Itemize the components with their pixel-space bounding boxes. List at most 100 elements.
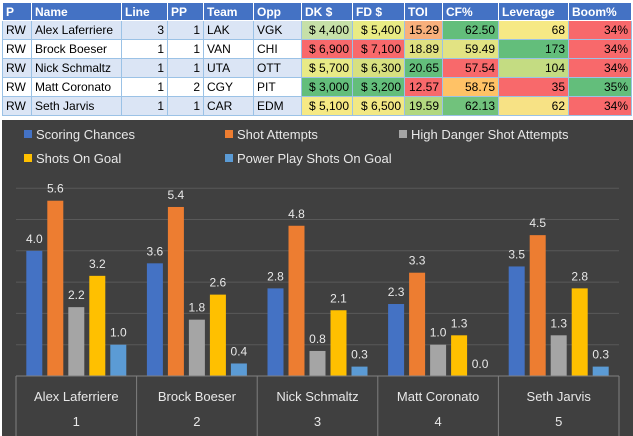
data-label: 3.2	[89, 257, 106, 271]
legend-label: Shots On Goal	[36, 151, 121, 166]
table-cell: 20.65	[404, 58, 443, 78]
legend-swatch	[24, 154, 32, 162]
column-header: FD $	[352, 2, 405, 21]
table-cell: 34%	[568, 58, 632, 78]
bar-shots-on-goal	[209, 294, 226, 376]
table-cell: 18.89	[404, 39, 443, 59]
x-tick-label: Matt Coronato	[397, 389, 479, 404]
table-cell: 68	[498, 20, 569, 40]
table-cell: 19.59	[404, 96, 443, 116]
column-header: P	[2, 2, 32, 21]
data-label: 4.0	[26, 232, 43, 246]
bar-scoring-chances	[26, 250, 43, 376]
column-header: Name	[31, 2, 122, 21]
bar-chart-svg: Scoring Chances Shot Attempts High Danger …	[15, 127, 620, 436]
table-cell: LAK	[203, 20, 254, 40]
table-cell: UTA	[203, 58, 254, 78]
data-label: 5.6	[47, 182, 64, 196]
x-tick-label: Seth Jarvis	[527, 389, 592, 404]
player-shot-chart: Scoring Chances Shot Attempts High Danger …	[2, 120, 633, 436]
table-cell: CGY	[203, 77, 254, 97]
data-label: 0.0	[472, 357, 489, 371]
data-label: 2.8	[571, 269, 588, 283]
table-cell: 57.54	[442, 58, 499, 78]
x-tick-index: 1	[73, 414, 80, 429]
table-cell: EDM	[253, 96, 302, 116]
table-cell: 35%	[568, 77, 632, 97]
legend-label: Power Play Shots On Goal	[237, 151, 392, 166]
bar-shots-on-goal	[89, 275, 106, 376]
x-tick-index: 3	[314, 414, 321, 429]
player-stats-table: P Name Line PP Team Opp DK $ FD $ TOI CF% Leverage…	[2, 2, 632, 116]
legend-label: Shot Attempts	[237, 127, 318, 142]
data-label: 4.8	[288, 207, 305, 221]
legend-swatch	[225, 154, 233, 162]
x-tick-index: 2	[193, 414, 200, 429]
table-cell: 3	[121, 20, 168, 40]
legend-label: High Danger Shot Attempts	[411, 127, 569, 142]
column-header: TOI	[404, 2, 443, 21]
data-label: 3.3	[409, 254, 426, 268]
bar-shot-attempts	[529, 235, 546, 376]
table-cell: 34%	[568, 39, 632, 59]
x-tick-index: 4	[434, 414, 441, 429]
bar-high-danger-shot-attempts	[430, 344, 447, 376]
data-label: 2.6	[210, 276, 227, 290]
table-cell: VGK	[253, 20, 302, 40]
table-cell: Seth Jarvis	[31, 96, 122, 116]
data-label: 1.0	[110, 326, 127, 340]
table-cell: 1	[121, 39, 168, 59]
bar-scoring-chances	[146, 263, 163, 376]
table-cell: 2	[167, 77, 204, 97]
table-cell: 1	[167, 39, 204, 59]
table-row: RW Brock Boeser 1 1 VAN CHI $ 6,900 $ 7,100 18.8…	[2, 39, 632, 59]
bar-power-play-shots-on-goal	[592, 366, 609, 376]
data-label: 5.4	[168, 188, 185, 202]
table-cell: 1	[167, 20, 204, 40]
table-cell: 1	[121, 58, 168, 78]
table-cell: $ 6,300	[352, 58, 405, 78]
table-cell: $ 3,200	[352, 77, 405, 97]
table-cell: VAN	[203, 39, 254, 59]
column-header: Leverage	[498, 2, 569, 21]
bar-shots-on-goal	[451, 335, 468, 376]
x-tick-label: Brock Boeser	[158, 389, 237, 404]
data-label: 1.3	[451, 316, 468, 330]
bar-scoring-chances	[267, 288, 284, 376]
data-label: 3.6	[147, 244, 164, 258]
table-cell: Alex Laferriere	[31, 20, 122, 40]
bar-high-danger-shot-attempts	[188, 319, 205, 376]
table-cell: $ 5,100	[301, 96, 353, 116]
data-label: 1.0	[430, 326, 447, 340]
x-tick-label: Nick Schmaltz	[276, 389, 358, 404]
table-cell: RW	[2, 39, 32, 59]
data-label: 2.1	[330, 291, 347, 305]
table-cell: OTT	[253, 58, 302, 78]
bar-scoring-chances	[508, 266, 525, 376]
x-tick-index: 5	[555, 414, 562, 429]
bar-shot-attempts	[409, 272, 426, 376]
table-cell: 1	[167, 96, 204, 116]
table-cell: 35	[498, 77, 569, 97]
data-label: 3.5	[508, 247, 525, 261]
table-cell: $ 7,100	[352, 39, 405, 59]
table-cell: 12.57	[404, 77, 443, 97]
table-cell: Nick Schmaltz	[31, 58, 122, 78]
table-cell: $ 4,400	[301, 20, 353, 40]
table-cell: 104	[498, 58, 569, 78]
column-header: DK $	[301, 2, 353, 21]
table-cell: 59.49	[442, 39, 499, 59]
bar-scoring-chances	[388, 304, 405, 376]
x-tick-label: Alex Laferriere	[34, 389, 119, 404]
table-cell: 1	[121, 77, 168, 97]
table-cell: RW	[2, 77, 32, 97]
table-cell: $ 6,500	[352, 96, 405, 116]
legend-label: Scoring Chances	[36, 127, 135, 142]
column-header: Team	[203, 2, 254, 21]
data-label: 2.3	[388, 285, 405, 299]
data-label: 2.8	[267, 269, 284, 283]
bar-shot-attempts	[167, 206, 184, 376]
table-cell: 62.50	[442, 20, 499, 40]
bar-high-danger-shot-attempts	[68, 307, 85, 376]
bar-shots-on-goal	[571, 288, 588, 376]
